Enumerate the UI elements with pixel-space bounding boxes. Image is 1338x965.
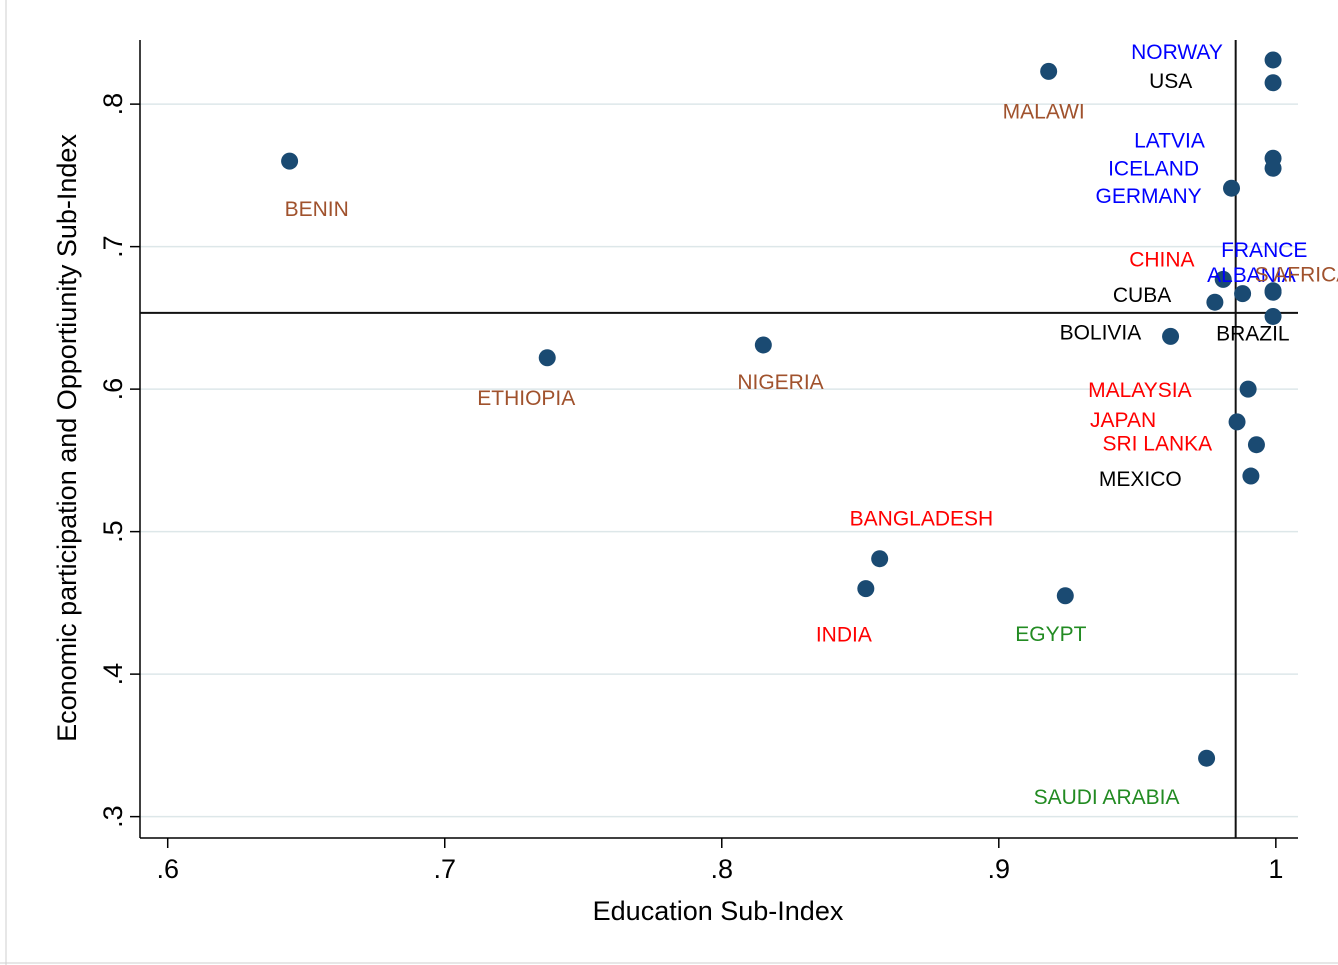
x-tick-label: 1 (1268, 854, 1283, 884)
point-label: FRANCE (1221, 239, 1307, 262)
point-label: ALBANIA (1207, 264, 1296, 287)
y-tick-label: .3 (98, 805, 128, 828)
point-label: CHINA (1129, 248, 1194, 271)
data-point (1214, 270, 1232, 288)
data-point (1206, 293, 1224, 311)
data-point (857, 580, 875, 598)
point-label: MALAYSIA (1088, 379, 1191, 402)
point-label: BRAZIL (1216, 322, 1290, 345)
data-points (281, 51, 1282, 767)
point-label: ICELAND (1108, 157, 1199, 180)
gridlines (140, 103, 1298, 818)
point-label: SRI LANKA (1102, 433, 1212, 456)
y-tick-label: .8 (98, 93, 128, 116)
data-point (1242, 467, 1260, 485)
data-point (281, 152, 299, 170)
data-point (1056, 587, 1074, 605)
data-point (1040, 62, 1058, 80)
y-axis-title: Economic participation and Opportiunity … (52, 134, 82, 742)
data-point (1247, 436, 1265, 454)
point-label: LATVIA (1134, 129, 1205, 152)
point-label: INDIA (816, 624, 872, 647)
point-label: S AFRICA (1255, 264, 1338, 287)
data-point (871, 550, 889, 568)
data-point (1228, 413, 1246, 431)
point-label: EGYPT (1015, 623, 1086, 646)
point-label: NIGERIA (737, 371, 823, 394)
y-tick-label: .4 (98, 663, 128, 686)
x-tick-label: .9 (988, 854, 1011, 884)
point-label: BOLIVIA (1060, 321, 1142, 344)
y-tick-label: .5 (98, 520, 128, 543)
point-label: BENIN (285, 198, 349, 221)
point-label: MALAWI (1003, 100, 1085, 123)
data-point (754, 336, 772, 354)
data-point (1264, 159, 1282, 177)
data-point (1264, 74, 1282, 92)
point-label: NORWAY (1131, 41, 1223, 64)
data-point (538, 349, 556, 367)
reference-lines (140, 40, 1298, 838)
point-label: JAPAN (1090, 409, 1156, 432)
data-point (1223, 179, 1241, 197)
x-tick-label: .8 (711, 854, 734, 884)
data-point (1234, 285, 1252, 303)
data-point (1264, 307, 1282, 325)
y-tick-label: .7 (98, 235, 128, 258)
point-label: GERMANY (1096, 185, 1202, 208)
data-point (1162, 327, 1180, 345)
point-label: SAUDI ARABIA (1034, 786, 1180, 809)
point-labels: NORWAY USA MALAWI LATVIA ICELAND GERMANY BENIN… (285, 41, 1338, 809)
x-axis-title: Education Sub-Index (593, 896, 844, 926)
point-label: MEXICO (1099, 468, 1182, 491)
y-tick-label: .6 (98, 378, 128, 401)
data-point (1239, 380, 1257, 398)
x-tick-label: .6 (156, 854, 179, 884)
data-point (1198, 749, 1216, 767)
data-point (1264, 51, 1282, 69)
point-label: CUBA (1113, 284, 1171, 307)
data-point (1264, 283, 1282, 301)
x-tick-label: .7 (433, 854, 456, 884)
axes: .3 .4 .5 .6 .7 .8 .6 .7 .8 .9 1 (98, 40, 1298, 884)
point-label: BANGLADESH (850, 508, 994, 531)
point-label: USA (1149, 70, 1192, 93)
point-label: ETHIOPIA (477, 387, 575, 410)
